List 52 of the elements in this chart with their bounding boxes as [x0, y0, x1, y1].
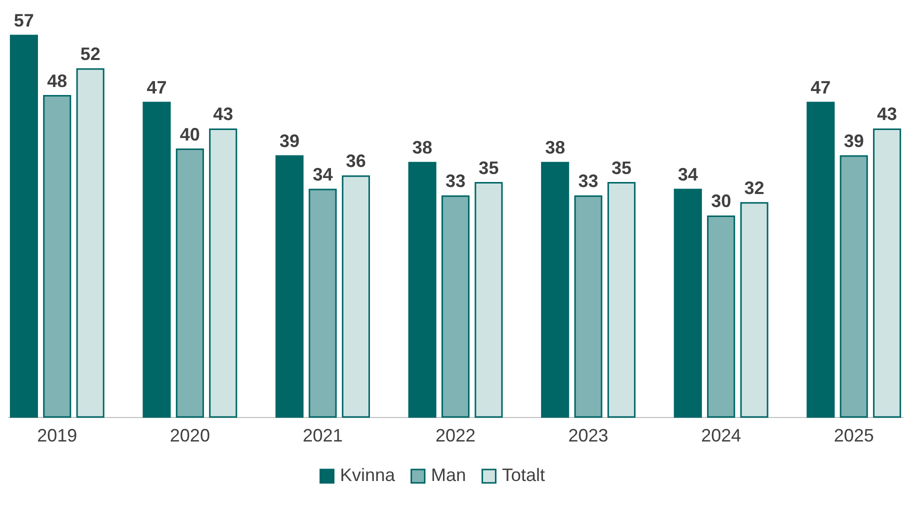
data-label: 36 — [346, 151, 366, 172]
data-label: 39 — [844, 130, 864, 151]
data-label: 52 — [80, 44, 100, 64]
bar — [308, 188, 337, 418]
bar — [873, 128, 902, 418]
data-label: 43 — [213, 104, 234, 124]
legend-label: Man — [431, 465, 466, 486]
legend-label: Kvinna — [340, 465, 396, 486]
bar — [342, 175, 370, 418]
bar — [707, 215, 736, 418]
bar — [474, 182, 503, 418]
data-label: 35 — [478, 158, 499, 178]
x-tick-label: 2019 — [37, 426, 78, 446]
bar — [574, 195, 602, 418]
bar — [76, 68, 104, 418]
data-label: 47 — [810, 77, 831, 98]
data-label: 39 — [280, 130, 300, 151]
bar — [541, 162, 570, 418]
data-label: 40 — [180, 124, 200, 144]
x-tick-label: 2021 — [302, 426, 343, 446]
bar — [840, 155, 868, 418]
x-tick-label: 2023 — [568, 426, 608, 446]
bar — [607, 182, 636, 418]
data-label: 48 — [47, 70, 68, 91]
legend-label: Totalt — [502, 465, 546, 486]
x-tick-label: 2024 — [701, 426, 742, 446]
data-label: 32 — [744, 178, 764, 198]
bar — [441, 195, 470, 418]
data-label: 43 — [877, 104, 898, 124]
bar — [408, 162, 436, 418]
data-label: 33 — [578, 171, 598, 192]
data-label: 33 — [445, 171, 466, 192]
data-label: 35 — [611, 158, 632, 178]
data-label: 47 — [146, 77, 167, 98]
bar — [674, 188, 702, 418]
bar — [10, 34, 38, 418]
bar — [806, 102, 835, 418]
bar — [275, 155, 304, 418]
x-tick-label: 2020 — [170, 426, 210, 446]
x-tick-label: 2025 — [834, 426, 874, 446]
data-label: 34 — [678, 164, 698, 184]
data-label: 57 — [14, 10, 34, 31]
bar — [142, 102, 171, 418]
bar — [209, 128, 238, 418]
bar — [176, 148, 204, 418]
bar — [740, 202, 768, 418]
data-label: 34 — [312, 164, 333, 184]
data-label: 38 — [545, 138, 566, 158]
data-label: 38 — [412, 138, 432, 158]
bar — [43, 95, 72, 418]
data-label: 30 — [711, 191, 732, 212]
x-tick-label: 2022 — [435, 426, 476, 446]
